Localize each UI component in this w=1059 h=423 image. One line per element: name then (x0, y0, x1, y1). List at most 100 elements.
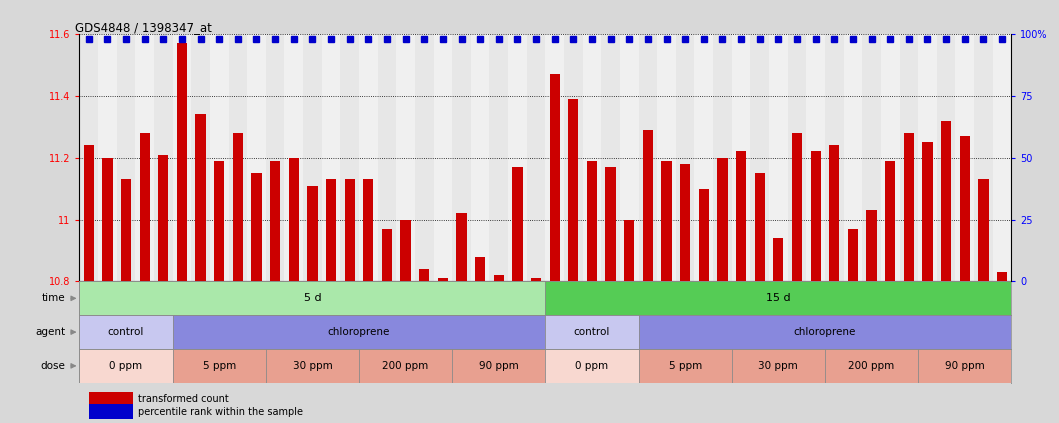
Bar (545, 281, 1011, 315)
Bar (489, 34, 508, 281)
Text: 5 ppm: 5 ppm (668, 361, 702, 371)
Text: control: control (108, 327, 144, 337)
Bar (433, 34, 452, 281)
Text: control: control (574, 327, 610, 337)
Bar (639, 34, 658, 281)
Text: 90 ppm: 90 ppm (479, 361, 519, 371)
Bar (531, 278, 541, 281)
Bar (955, 34, 974, 281)
Bar (173, 34, 192, 281)
Bar (251, 173, 262, 281)
Bar (79, 34, 98, 281)
Bar (959, 136, 970, 281)
Text: 5 d: 5 d (304, 293, 321, 303)
Bar (214, 161, 225, 281)
Bar (270, 161, 281, 281)
Bar (307, 186, 318, 281)
Bar (941, 121, 951, 281)
Bar (196, 114, 205, 281)
Text: chloroprene: chloroprene (328, 327, 390, 337)
Bar (116, 34, 136, 281)
Bar (829, 145, 840, 281)
Bar (918, 34, 937, 281)
Text: 30 ppm: 30 ppm (292, 361, 333, 371)
Bar (866, 210, 877, 281)
Bar (680, 164, 690, 281)
Bar (732, 349, 825, 383)
Bar (303, 34, 322, 281)
Text: transformed count: transformed count (138, 394, 229, 404)
Bar (456, 213, 467, 281)
Bar (508, 34, 526, 281)
Bar (177, 43, 187, 281)
Bar (154, 34, 173, 281)
Bar (788, 34, 806, 281)
Text: 0 ppm: 0 ppm (575, 361, 609, 371)
Bar (526, 34, 545, 281)
Bar (340, 34, 359, 281)
Text: chloroprene: chloroprene (794, 327, 856, 337)
Bar (359, 34, 378, 281)
Bar (885, 161, 895, 281)
Bar (806, 34, 825, 281)
Bar (717, 158, 728, 281)
Bar (89, 404, 133, 419)
Bar (587, 161, 597, 281)
Bar (899, 34, 918, 281)
Text: 200 ppm: 200 ppm (848, 361, 895, 371)
Text: percentile rank within the sample: percentile rank within the sample (138, 407, 303, 417)
Bar (918, 349, 1011, 383)
Bar (378, 34, 396, 281)
Text: 200 ppm: 200 ppm (382, 361, 429, 371)
Bar (582, 34, 602, 281)
Bar (736, 151, 747, 281)
Bar (643, 130, 653, 281)
Bar (732, 34, 751, 281)
Bar (848, 229, 858, 281)
Bar (140, 133, 149, 281)
Text: 0 ppm: 0 ppm (109, 361, 143, 371)
Bar (624, 220, 634, 281)
Bar (79, 349, 173, 383)
Bar (658, 34, 676, 281)
Bar (103, 158, 112, 281)
Bar (382, 229, 392, 281)
Bar (620, 34, 639, 281)
Bar (545, 315, 639, 349)
Bar (974, 34, 992, 281)
Bar (844, 34, 862, 281)
Bar (79, 281, 545, 315)
Bar (471, 34, 489, 281)
Bar (158, 154, 168, 281)
Bar (922, 142, 933, 281)
Bar (266, 349, 359, 383)
Bar (639, 349, 732, 383)
Bar (326, 179, 336, 281)
Bar (79, 315, 173, 349)
Bar (84, 145, 94, 281)
Bar (862, 34, 881, 281)
Bar (419, 269, 429, 281)
Bar (344, 179, 355, 281)
Bar (266, 34, 285, 281)
Bar (229, 34, 247, 281)
Text: 5 ppm: 5 ppm (202, 361, 236, 371)
Bar (173, 349, 266, 383)
Bar (676, 34, 695, 281)
Bar (755, 173, 765, 281)
Bar (662, 161, 671, 281)
Bar (322, 34, 340, 281)
Bar (602, 34, 620, 281)
Bar (173, 315, 545, 349)
Bar (452, 349, 545, 383)
Bar (639, 315, 1011, 349)
Text: 15 d: 15 d (766, 293, 791, 303)
Bar (751, 34, 769, 281)
Bar (810, 151, 821, 281)
Bar (415, 34, 433, 281)
Text: time: time (41, 293, 66, 303)
Bar (192, 34, 210, 281)
Bar (363, 179, 374, 281)
Bar (937, 34, 955, 281)
Bar (825, 349, 918, 383)
